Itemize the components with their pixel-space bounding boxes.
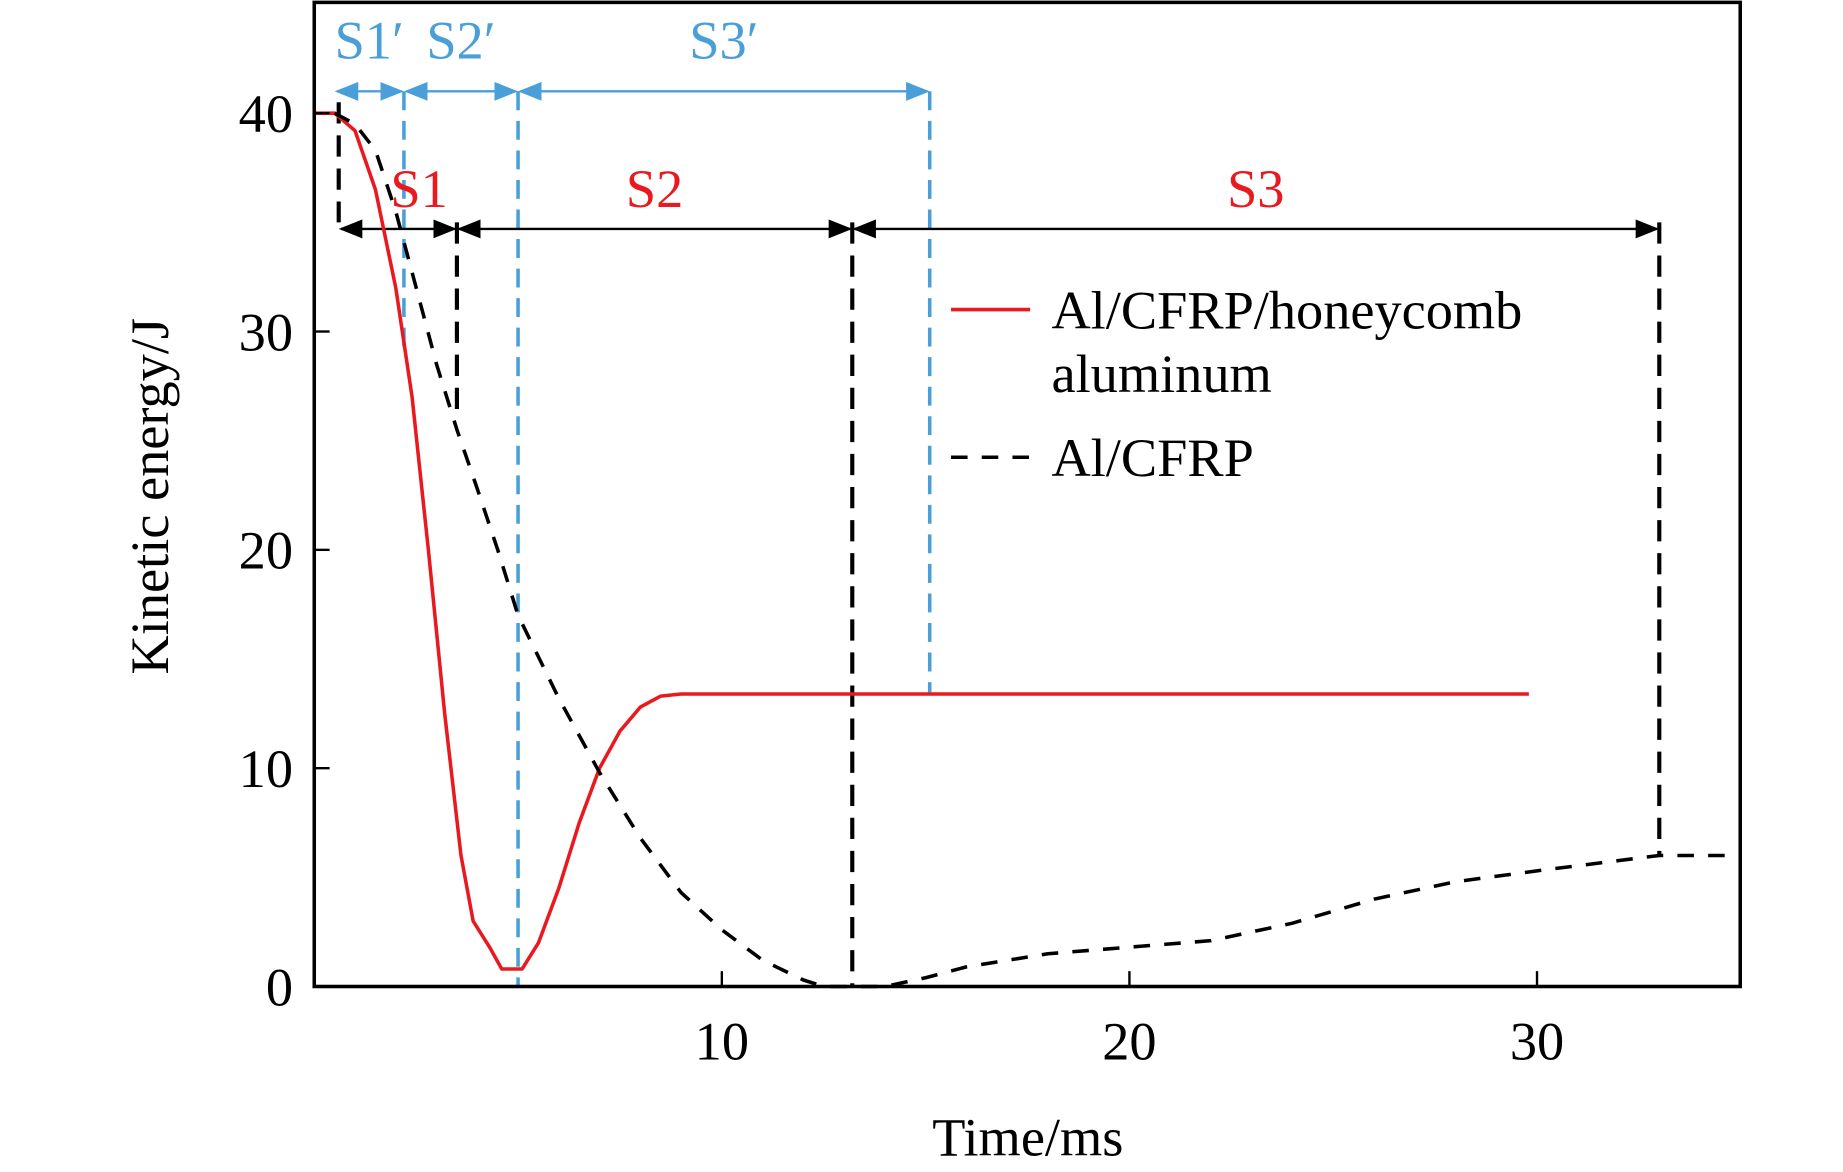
stage-label-blue: S1′ [335,11,404,71]
y-tick-label: 10 [239,739,293,799]
y-tick-label: 20 [239,521,293,581]
stage-label-blue: S2′ [426,11,495,71]
y-tick-label: 0 [266,957,293,1017]
legend: Al/CFRP/honeycomb aluminum Al/CFRP [951,280,1522,488]
y-axis-label: Kinetic energy/J [120,318,180,675]
legend-label-series-2: Al/CFRP [1051,428,1253,488]
x-tick-label: 20 [1102,1012,1156,1072]
stage-label-red: S2 [626,159,683,219]
series-line-2 [333,111,1741,989]
stage-label-blue: S3′ [689,11,758,71]
stage-label-red: S3 [1227,159,1284,219]
plot-frame [312,0,1742,989]
y-tick-label: 40 [239,84,293,144]
x-axis-label: Time/ms [932,1107,1123,1167]
x-tick-label: 30 [1510,1012,1564,1072]
stage-label-red: S1 [390,159,447,219]
y-tick-label: 30 [239,302,293,362]
series-line-1 [314,111,1529,971]
x-tick-label: 10 [695,1012,749,1072]
legend-label-series-1: Al/CFRP/honeycomb aluminum [1051,280,1522,404]
